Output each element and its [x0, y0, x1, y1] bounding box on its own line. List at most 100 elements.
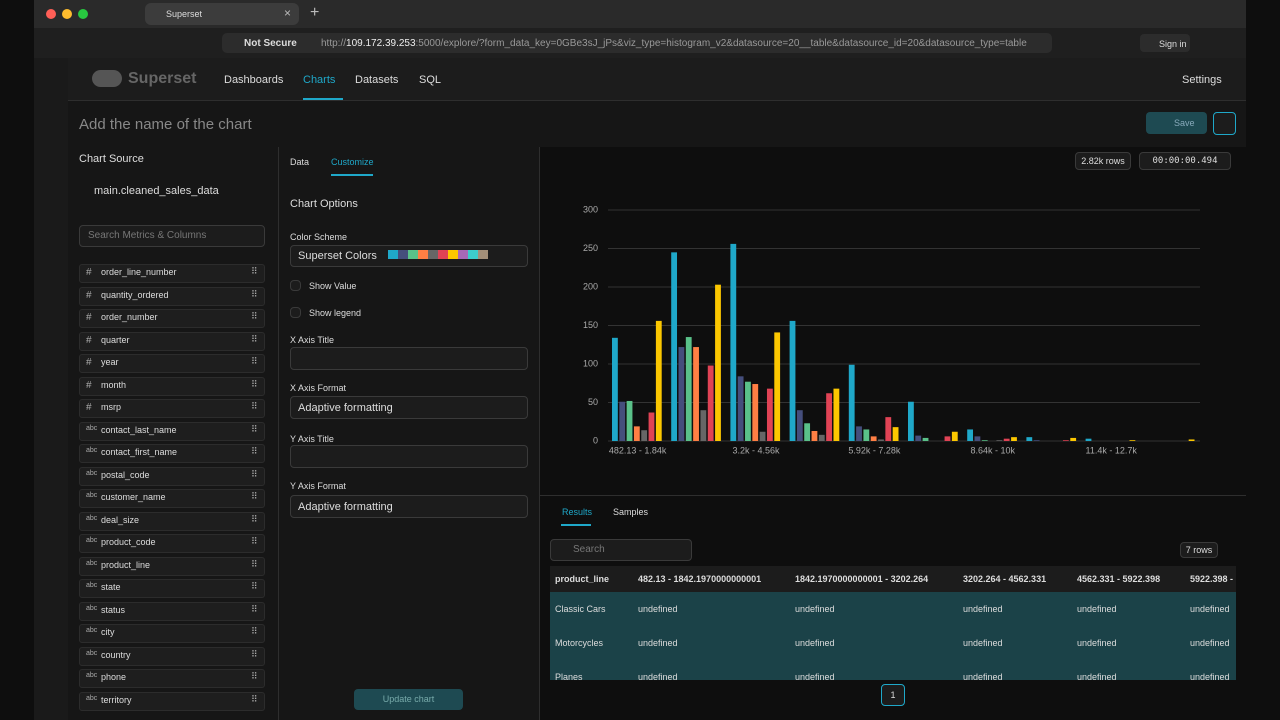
bar — [737, 376, 744, 441]
column-name: order_number — [101, 312, 158, 322]
column-item[interactable] — [79, 489, 265, 508]
close-dot[interactable] — [46, 9, 56, 19]
input[interactable] — [290, 445, 528, 468]
cell: undefined — [795, 604, 835, 614]
drag-handle: ⠿ — [251, 288, 258, 299]
column-item[interactable] — [79, 354, 265, 373]
bar — [833, 388, 840, 441]
column-item[interactable] — [79, 309, 265, 328]
tab[interactable] — [145, 3, 299, 25]
select[interactable] — [290, 495, 528, 518]
column-icon: abc — [86, 694, 98, 702]
cell: undefined — [1077, 638, 1117, 648]
bar — [774, 332, 781, 441]
column-name: msrp — [101, 402, 121, 412]
bar — [619, 401, 626, 441]
column-item[interactable] — [79, 264, 265, 283]
column-item[interactable] — [79, 286, 265, 306]
column-name: country — [101, 649, 131, 660]
table-header — [550, 566, 1236, 592]
drag-handle: ⠿ — [251, 648, 258, 659]
drag-handle: ⠿ — [251, 446, 258, 456]
chart-name[interactable]: Add the name of the chart — [79, 116, 252, 133]
column-item[interactable] — [79, 601, 265, 621]
bar — [752, 384, 759, 441]
drag-handle: ⠿ — [251, 266, 258, 276]
column-item[interactable] — [79, 691, 265, 711]
bar — [1026, 437, 1033, 441]
y-tick-label: 50 — [588, 397, 598, 407]
tab-title: Superset — [166, 9, 203, 19]
nav-item[interactable]: SQL — [419, 74, 442, 86]
dataset[interactable]: main.cleaned_sales_data — [94, 185, 219, 197]
tab-data[interactable]: Data — [290, 157, 310, 167]
save-button[interactable] — [1146, 112, 1207, 134]
checkbox[interactable] — [290, 307, 301, 318]
drag-handle: ⠿ — [251, 356, 258, 366]
label: X Axis Format — [290, 383, 347, 393]
column-item[interactable] — [79, 421, 265, 441]
column-search[interactable]: Search Metrics & Columns — [79, 225, 265, 247]
max-dot[interactable] — [78, 9, 88, 19]
y-tick-label: 150 — [583, 320, 598, 330]
cell: undefined — [795, 672, 835, 680]
bar — [626, 400, 633, 441]
nav-item[interactable]: Datasets — [355, 74, 399, 86]
drag-handle: ⠿ — [251, 491, 258, 501]
column-header[interactable]: 4562.331 - 5922.398 — [1077, 574, 1161, 584]
column-header[interactable]: 5922.398 - — [1190, 574, 1234, 584]
nav-item[interactable]: Charts — [303, 74, 336, 86]
results-search[interactable]: Search — [550, 539, 692, 561]
samples-tab[interactable]: Samples — [613, 507, 649, 517]
column-item[interactable] — [79, 534, 265, 553]
select-value: Superset Colors — [298, 250, 377, 262]
column-item[interactable] — [79, 556, 265, 576]
column-item[interactable] — [79, 399, 265, 418]
column-icon: abc — [86, 649, 98, 657]
min-dot[interactable] — [62, 9, 72, 19]
column-item[interactable] — [79, 466, 265, 486]
nav-item[interactable]: Dashboards — [224, 74, 284, 86]
more-button[interactable] — [1213, 112, 1236, 135]
url-rest: :5000/explore/?form_data_key=0GBe3sJ_jPs… — [415, 38, 1027, 49]
input[interactable] — [290, 347, 528, 370]
select[interactable] — [290, 396, 528, 419]
column-item[interactable] — [79, 376, 265, 396]
column-icon: abc — [86, 537, 98, 544]
brand[interactable]: Superset — [128, 70, 197, 87]
bar — [685, 337, 692, 441]
column-header[interactable]: 482.13 - 1842.1970000000001 — [638, 574, 762, 584]
bar — [848, 364, 855, 441]
column-item[interactable] — [79, 511, 265, 531]
sign-in-button[interactable] — [1140, 34, 1190, 52]
column-item[interactable] — [79, 579, 265, 598]
cell: Classic Cars — [555, 604, 606, 614]
bar — [818, 434, 825, 441]
column-item[interactable] — [79, 669, 265, 688]
column-icon: # — [86, 334, 92, 346]
column-name: phone — [101, 672, 127, 682]
bar — [693, 347, 699, 441]
new-tab[interactable]: + — [310, 4, 320, 21]
page-button[interactable]: 1 — [881, 684, 905, 706]
swatches — [388, 250, 488, 259]
cell: undefined — [638, 604, 678, 614]
tab-close[interactable]: × — [284, 6, 292, 20]
column-header[interactable]: 3202.264 - 4562.331 — [963, 574, 1047, 584]
url-field[interactable] — [222, 33, 1052, 53]
column-item[interactable] — [79, 444, 265, 463]
column-item[interactable] — [79, 646, 265, 666]
column-icon: abc — [86, 604, 98, 612]
settings[interactable]: Settings — [1182, 74, 1222, 86]
column-header[interactable]: 1842.1970000000001 - 3202.264 — [795, 574, 929, 584]
column-name: order_line_number — [101, 267, 177, 277]
checkbox[interactable] — [290, 280, 301, 291]
results-tab[interactable]: Results — [562, 507, 593, 517]
tab-customize[interactable]: Customize — [331, 157, 374, 167]
column-item[interactable] — [79, 331, 265, 351]
section-title[interactable]: Chart Options — [290, 198, 358, 210]
update-button[interactable]: Update chart — [354, 689, 463, 710]
column-header[interactable]: product_line — [555, 574, 610, 584]
column-icon: abc — [86, 559, 98, 567]
column-item[interactable] — [79, 624, 265, 643]
